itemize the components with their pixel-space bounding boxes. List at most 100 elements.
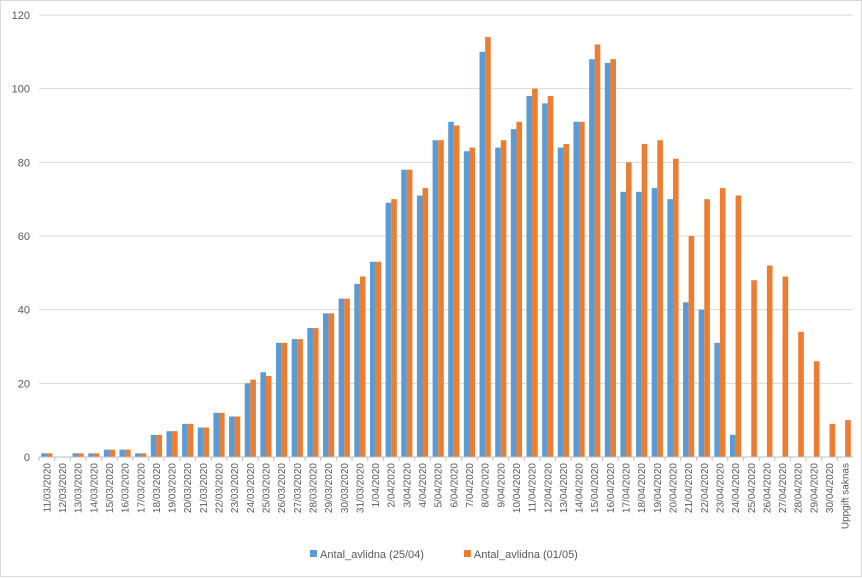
bar-series-1 [542, 103, 548, 458]
x-tick-label: 11/03/2020 [42, 463, 53, 513]
bar-series-2 [735, 195, 742, 457]
bar-series-2 [140, 453, 147, 457]
x-tick-label: 20/03/2020 [183, 463, 194, 513]
bar-series-1 [683, 302, 689, 457]
x-tick-label: 12/03/2020 [58, 463, 69, 513]
bar-series-1 [510, 129, 517, 457]
y-tick-label: 0 [24, 452, 30, 464]
x-axis: 11/03/2020 12/03/2020 13/03/2020 14/03/2020… [38, 456, 853, 529]
y-tick-label: 60 [18, 231, 30, 243]
x-tick-label: 5/04/2020 [434, 463, 445, 508]
bar-series-1 [667, 199, 673, 457]
bar-series-2 [579, 121, 585, 458]
bar-series-1 [698, 309, 705, 457]
bar-series-2 [46, 453, 53, 457]
bar-series-1 [88, 453, 94, 457]
bar-series-1 [557, 147, 564, 457]
bar-series-2 [469, 147, 476, 457]
bar-series-1 [103, 449, 110, 457]
bar-series-2 [766, 265, 773, 457]
bar-series-2 [359, 276, 366, 457]
bar-series-2 [312, 328, 319, 457]
bar-series-2 [782, 276, 789, 457]
legend-swatch-1 [310, 550, 317, 557]
bar-series-2 [704, 199, 710, 457]
bar-series-2 [172, 431, 178, 457]
bar-series-2 [813, 361, 820, 457]
bar-series-2 [438, 140, 444, 457]
x-tick-label: 3/04/2020 [402, 463, 413, 508]
bar-series-2 [751, 280, 757, 457]
bar-series-1 [229, 416, 235, 457]
bar-series-1 [526, 96, 533, 458]
bar-series-1 [41, 453, 47, 457]
bar-series-2 [532, 88, 538, 458]
bar-series-2 [829, 423, 836, 457]
bar-series-2 [500, 140, 507, 457]
bar-series-2 [719, 188, 726, 457]
x-tick-label: 16/03/2020 [121, 463, 132, 513]
bar-series-2 [375, 261, 382, 457]
bar-series-2 [547, 96, 554, 458]
bar-series-2 [594, 44, 601, 457]
gridlines [39, 14, 853, 458]
bar-series-1 [401, 169, 407, 457]
bar-series-1 [338, 298, 345, 457]
x-tick-label: 12/04/2020 [543, 463, 554, 513]
x-tick-label: Uppgift saknas [841, 463, 852, 529]
y-tick-label: 120 [12, 10, 30, 22]
bar-series-1 [416, 195, 423, 457]
bar-series-1 [135, 453, 141, 457]
x-tick-label: 19/04/2020 [653, 463, 664, 513]
x-tick-label: 26/03/2020 [277, 463, 288, 513]
x-tick-label: 10/04/2020 [512, 463, 523, 513]
bar-series-1 [604, 62, 611, 458]
bar-series-1 [150, 434, 157, 457]
bar-series-2 [485, 37, 491, 457]
legend-label-1: Antal_avlidna (25/04) [320, 549, 424, 561]
bar-series-1 [276, 342, 282, 457]
bar-series-1 [620, 191, 627, 458]
x-tick-label: 29/04/2020 [809, 463, 820, 513]
bar-series-1 [432, 140, 439, 457]
bar-series-1 [463, 151, 470, 458]
bar-series-1 [291, 339, 298, 457]
legend-swatch-2 [463, 550, 471, 557]
x-tick-label: 21/03/2020 [199, 463, 210, 513]
bar-series-1 [573, 121, 580, 458]
bar-series-2 [281, 342, 288, 457]
bar-series-2 [391, 199, 397, 457]
bar-series-1 [213, 412, 220, 457]
x-tick-label: 28/04/2020 [794, 463, 805, 513]
bar-series-2 [516, 121, 523, 458]
bar-series-1 [72, 453, 79, 457]
x-tick-label: 14/03/2020 [89, 463, 100, 513]
bar-series-2 [93, 453, 100, 457]
x-tick-label: 1/04/2020 [371, 463, 382, 508]
x-tick-label: 27/03/2020 [293, 463, 304, 513]
x-tick-label: 13/03/2020 [74, 463, 85, 513]
y-tick-label: 80 [18, 157, 30, 169]
bar-series-2 [265, 375, 272, 457]
bar-series-2 [125, 449, 131, 457]
x-tick-label: 9/04/2020 [496, 463, 507, 508]
x-tick-label: 21/04/2020 [684, 463, 695, 513]
x-tick-label: 20/04/2020 [668, 463, 679, 513]
bar-series-2 [219, 412, 225, 457]
bar-series-2 [250, 379, 256, 457]
bar-series-1 [197, 427, 204, 457]
x-tick-label: 17/03/2020 [136, 463, 147, 513]
bar-series-2 [798, 331, 804, 457]
x-tick-label: 22/03/2020 [215, 463, 226, 513]
bar-series-1 [322, 313, 329, 457]
x-tick-label: 19/03/2020 [168, 463, 179, 513]
x-tick-label: 30/04/2020 [825, 463, 836, 513]
x-tick-label: 18/03/2020 [152, 463, 163, 513]
bar-series-1 [354, 283, 360, 457]
x-tick-label: 30/03/2020 [340, 463, 351, 513]
x-tick-label: 31/03/2020 [355, 463, 366, 513]
x-tick-label: 17/04/2020 [622, 463, 633, 513]
x-tick-label: 2/04/2020 [387, 463, 398, 508]
x-tick-label: 28/03/2020 [308, 463, 319, 513]
